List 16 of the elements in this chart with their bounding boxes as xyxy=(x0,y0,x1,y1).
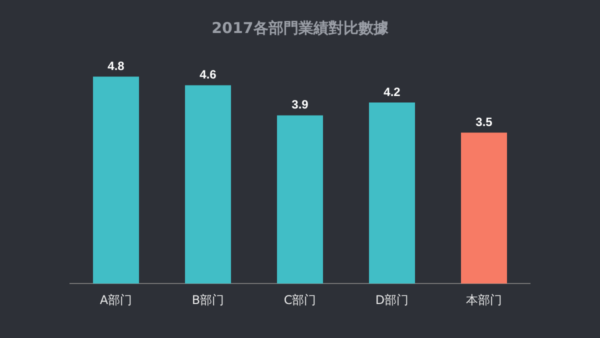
x-tick-label: C部门 xyxy=(284,292,316,307)
chart-title: 2017各部門業績對比數據 xyxy=(212,18,390,37)
bar xyxy=(277,115,323,284)
data-label: 4.6 xyxy=(200,68,217,82)
bar xyxy=(461,132,507,284)
data-label: 4.8 xyxy=(108,58,125,73)
data-label: 3.9 xyxy=(292,98,309,112)
bar xyxy=(369,102,415,284)
data-label: 4.2 xyxy=(384,84,401,99)
x-tick-label: 本部门 xyxy=(466,292,502,307)
bar xyxy=(185,85,231,284)
x-tick-label: A部门 xyxy=(100,292,132,307)
bar xyxy=(93,76,139,284)
data-label: 3.5 xyxy=(476,114,493,129)
x-tick-label: D部门 xyxy=(375,292,409,307)
x-tick-label: B部门 xyxy=(192,292,224,307)
